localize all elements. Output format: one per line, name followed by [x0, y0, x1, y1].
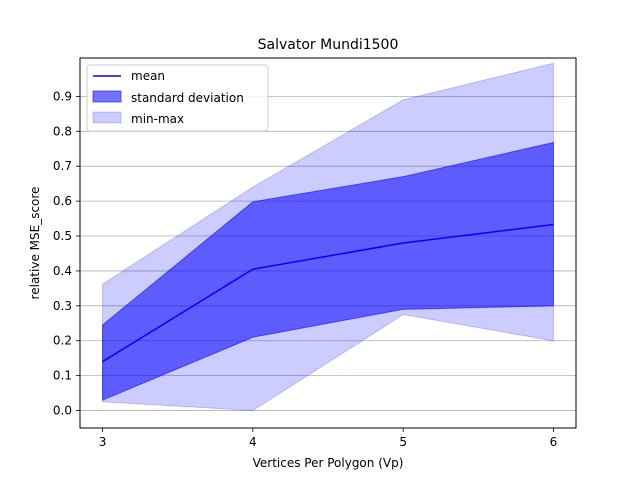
chart-title: Salvator Mundi1500 — [258, 37, 399, 53]
y-tick-label: 0.2 — [53, 334, 72, 348]
x-tick-label: 6 — [550, 435, 558, 449]
y-tick-label: 0.3 — [53, 299, 72, 313]
x-tick-label: 5 — [399, 435, 407, 449]
x-tick-label: 3 — [99, 435, 107, 449]
mean-line — [102, 223, 554, 363]
y-tick-label: 0.1 — [53, 369, 72, 383]
legend-label-minmax: min-max — [131, 112, 184, 126]
plot-frame — [79, 57, 577, 429]
x-axis: 3 4 5 6 — [99, 428, 558, 449]
y-tick-label: 0.9 — [53, 89, 72, 103]
legend-label-mean: mean — [131, 69, 165, 83]
std-band — [102, 141, 554, 401]
y-tick-label: 0.4 — [53, 264, 72, 278]
legend-swatch-std — [92, 90, 122, 103]
y-tick-label: 0.7 — [53, 159, 72, 173]
y-tick-label: 0.0 — [53, 404, 72, 418]
legend: mean standard deviation min-max — [86, 64, 269, 132]
x-tick-label: 4 — [249, 435, 257, 449]
y-tick-label: 0.5 — [53, 229, 72, 243]
x-axis-label: Vertices Per Polygon (Vp) — [253, 456, 404, 470]
y-axis-label: relative MSE_score — [28, 187, 42, 300]
legend-label-std: standard deviation — [131, 91, 244, 105]
y-tick-label: 0.8 — [53, 124, 72, 138]
legend-frame — [86, 64, 269, 132]
y-tick-label: 0.6 — [53, 194, 72, 208]
legend-swatch-minmax — [92, 111, 122, 124]
y-axis: 0.0 0.1 0.2 0.3 0.4 0.5 0.6 0.7 0.8 0.9 — [53, 89, 80, 418]
plot-area — [80, 62, 576, 412]
